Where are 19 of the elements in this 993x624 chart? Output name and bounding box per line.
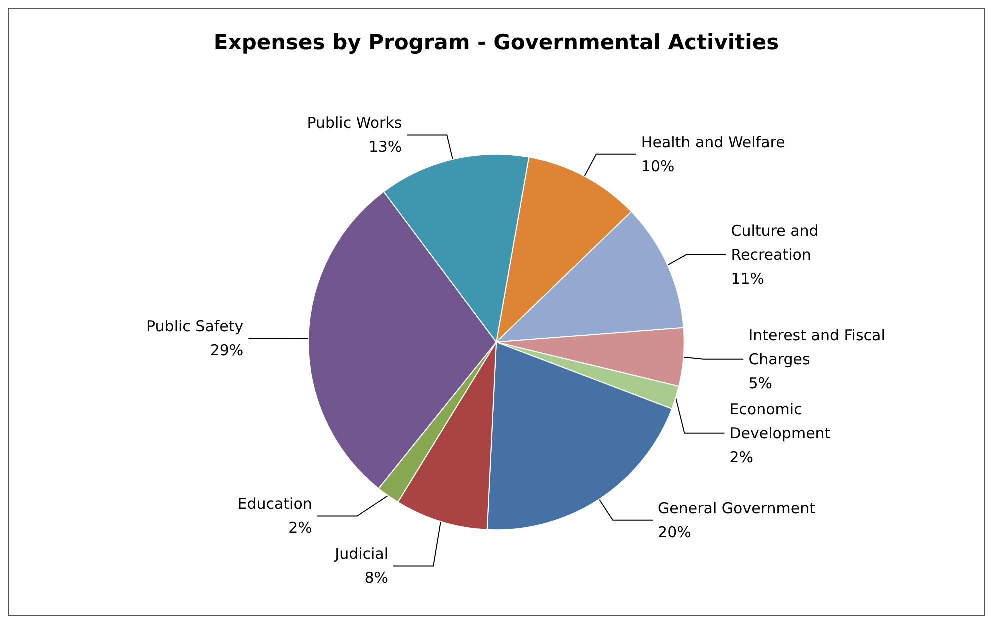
data-label: 8% <box>364 569 389 588</box>
data-label: 2% <box>288 519 312 538</box>
data-label: 10% <box>641 157 675 176</box>
slice-label: General Government <box>658 499 816 518</box>
data-label: 20% <box>658 523 692 542</box>
chart-title: Expenses by Program - Governmental Activities <box>214 30 780 54</box>
slice-label: Interest and Fiscal Charges <box>748 326 890 368</box>
data-label: 13% <box>368 138 402 156</box>
data-label: 2% <box>730 448 754 466</box>
data-label: 5% <box>748 374 772 392</box>
slice-label: Health and Welfare <box>641 133 786 152</box>
slice-label: Education <box>238 495 312 514</box>
data-label: 11% <box>731 270 765 288</box>
slice-label: Judicial <box>334 545 389 564</box>
slice-label: Economic Development <box>730 400 831 442</box>
slice-label: Public Works <box>307 114 402 132</box>
slice-label: Public Safety <box>146 318 244 336</box>
data-label: 29% <box>210 342 244 360</box>
slice-label: Culture and Recreation <box>731 222 824 264</box>
